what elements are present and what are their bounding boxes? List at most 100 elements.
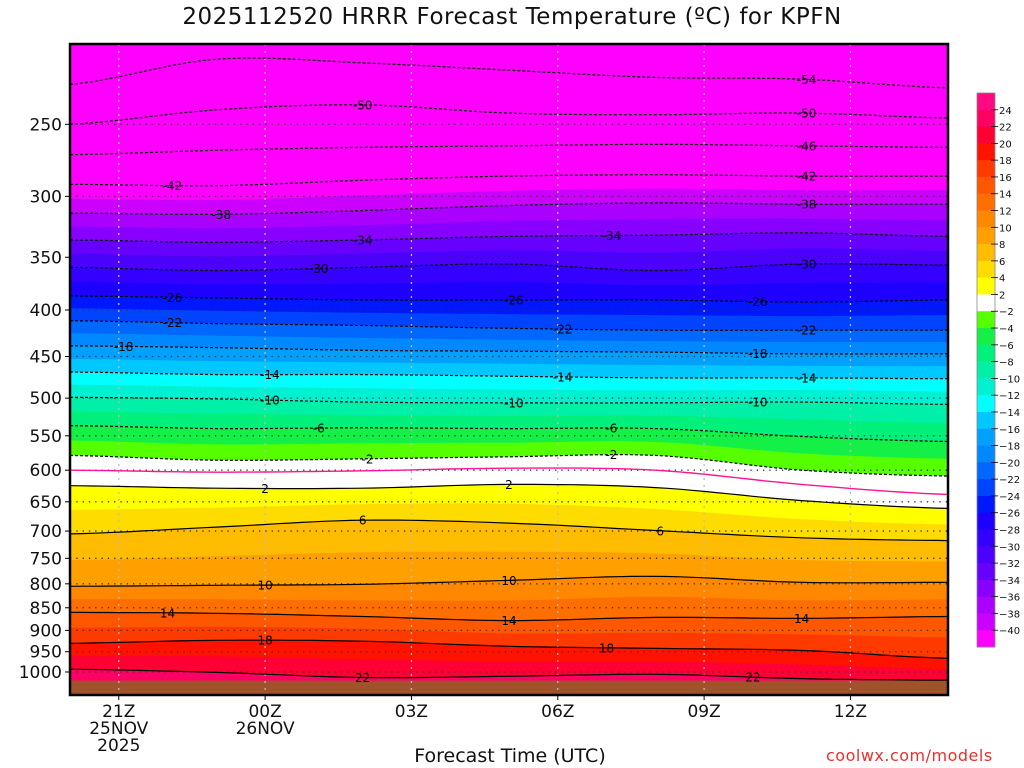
colorbar-swatch: [977, 109, 995, 128]
y-tick-label: 700: [30, 522, 62, 542]
contour-line--6: [70, 425, 948, 443]
contour-label: -10: [504, 396, 524, 410]
colorbar-label: 2: [999, 290, 1005, 301]
x-tick-label: 09Z: [687, 702, 720, 722]
contour-label: 6: [656, 524, 664, 538]
contour-line--2: [70, 453, 948, 477]
y-tick-label: 250: [30, 115, 62, 135]
colorbar-swatch: [977, 210, 995, 228]
colorbar-swatch: [977, 311, 995, 329]
colorbar-label: −34: [999, 576, 1020, 587]
colorbar-label: −20: [999, 458, 1020, 469]
contour-label: -6: [313, 422, 325, 436]
contour-line--50: [70, 104, 948, 125]
contour-label: -18: [748, 347, 768, 361]
contour-label: -42: [163, 179, 183, 193]
x-tick-sub1: 25NOV: [89, 719, 148, 739]
colorbar-swatch: [977, 294, 995, 312]
contour-label: -34: [602, 229, 622, 243]
contour-label: 14: [501, 614, 516, 628]
contour-label: -38: [797, 198, 817, 212]
colorbar-swatch: [977, 260, 995, 279]
contour-label: -50: [797, 107, 817, 121]
colorbar-swatch: [977, 512, 995, 530]
x-tick-label: 21Z: [102, 702, 135, 722]
colorbar-label: −36: [999, 593, 1020, 604]
colorbar-swatch: [977, 361, 995, 379]
contour-label: -42: [797, 170, 817, 184]
colorbar-swatch: [977, 596, 995, 614]
colorbar-label: −22: [999, 475, 1020, 486]
colorbar-swatch: [977, 546, 995, 564]
colorbar-label: −2: [999, 307, 1014, 318]
contour-line-0: [70, 467, 948, 496]
y-tick-label: 300: [30, 187, 62, 207]
colorbar-label: 4: [999, 274, 1005, 285]
contour-line-22: [70, 668, 948, 681]
contour-label: -50: [353, 98, 373, 112]
y-tick-label: 450: [30, 348, 62, 368]
colorbar-label: 22: [999, 123, 1012, 134]
x-tick-label: 00Z: [248, 702, 281, 722]
colorbar-swatch: [977, 630, 995, 648]
x-tick-label: 12Z: [834, 702, 867, 722]
y-tick-label: 1000: [19, 663, 62, 683]
contour-line--38: [70, 202, 948, 215]
contour-label: -26: [504, 294, 524, 308]
colorbar-label: −16: [999, 425, 1020, 436]
colorbar-swatch: [977, 411, 995, 430]
colorbar-label: −6: [999, 341, 1014, 352]
colorbar-label: 12: [999, 207, 1012, 218]
colorbar-swatch: [977, 495, 995, 514]
contour-label: -26: [748, 295, 768, 309]
y-tick-label: 550: [30, 427, 62, 447]
contour-label: 10: [501, 574, 516, 588]
colorbar-swatch: [977, 445, 995, 463]
contour-label: -22: [797, 324, 817, 338]
colorbar-swatch: [977, 193, 995, 212]
colorbar-label: −28: [999, 525, 1020, 536]
colorbar-label: 18: [999, 156, 1012, 167]
y-tick-label: 750: [30, 549, 62, 569]
x-tick-label: 03Z: [395, 702, 428, 722]
contour-line--22: [70, 320, 948, 331]
colorbar-label: −26: [999, 509, 1020, 520]
contour-label: 18: [257, 634, 272, 648]
colorbar-swatch: [977, 462, 995, 480]
contour-label: 6: [359, 514, 367, 528]
contour-label: -30: [797, 257, 817, 271]
colorbar-label: −30: [999, 542, 1020, 553]
plot-frame: [68, 42, 950, 697]
credit-link[interactable]: coolwx.com/models: [826, 746, 993, 765]
contour-label: -10: [748, 396, 768, 410]
colorbar-frame: [976, 92, 996, 648]
y-tick-label: 800: [30, 575, 62, 595]
colorbar-label: 20: [999, 139, 1012, 150]
contour-line--42: [70, 174, 948, 187]
contour-label: 22: [355, 671, 370, 685]
contour-label: 14: [160, 606, 175, 620]
contour-label: -6: [605, 421, 617, 435]
colorbar-swatch: [977, 579, 995, 598]
contour-line--14: [70, 371, 948, 380]
colorbar-label: −14: [999, 408, 1020, 419]
contour-label: -46: [797, 139, 817, 153]
x-tick-label: 06Z: [541, 702, 574, 722]
contour-line--54: [70, 57, 948, 89]
colorbar-swatch: [977, 563, 995, 581]
contour-label: -2: [605, 448, 617, 462]
contour-label: -14: [260, 368, 280, 382]
colorbar-label: −18: [999, 442, 1020, 453]
y-tick-label: 350: [30, 248, 62, 268]
contour-line--34: [70, 232, 948, 243]
colorbar-label: −40: [999, 626, 1020, 637]
contour-label: -30: [309, 262, 329, 276]
y-tick-label: 600: [30, 461, 62, 481]
contour-line-2: [70, 483, 948, 509]
contour-line--30: [70, 263, 948, 272]
contour-label: -18: [114, 340, 134, 354]
contour-label: 22: [745, 671, 760, 685]
colorbar-swatch: [977, 126, 995, 144]
colorbar-label: 6: [999, 257, 1005, 268]
